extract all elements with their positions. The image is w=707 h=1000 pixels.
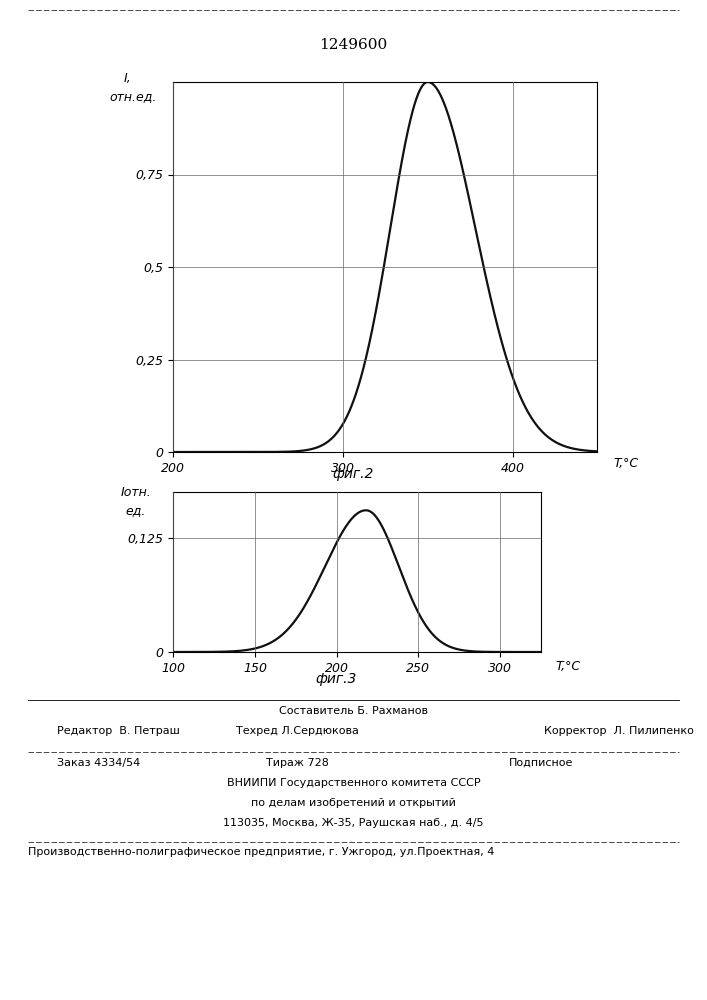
Text: Заказ 4334/54: Заказ 4334/54 (57, 758, 140, 768)
Text: 1249600: 1249600 (320, 38, 387, 52)
Text: Производственно-полиграфическое предприятие, г. Ужгород, ул.Проектная, 4: Производственно-полиграфическое предприя… (28, 847, 495, 857)
Text: отн.ед.: отн.ед. (110, 90, 157, 103)
Text: Редактор  В. Петраш: Редактор В. Петраш (57, 726, 180, 736)
Text: Составитель Б. Рахманов: Составитель Б. Рахманов (279, 706, 428, 716)
Text: 113035, Москва, Ж-35, Раушская наб., д. 4/5: 113035, Москва, Ж-35, Раушская наб., д. … (223, 818, 484, 828)
Text: фиг.3: фиг.3 (315, 672, 356, 686)
Text: T,°C: T,°C (614, 457, 639, 470)
Text: ВНИИПИ Государственного комитета СССР: ВНИИПИ Государственного комитета СССР (227, 778, 480, 788)
Text: T,°C: T,°C (556, 660, 581, 673)
Text: Тираж 728: Тираж 728 (266, 758, 328, 768)
Text: фиг.2: фиг.2 (333, 467, 374, 481)
Text: ед.: ед. (126, 504, 146, 517)
Text: Iотн.: Iотн. (120, 486, 151, 499)
Text: Техред Л.Сердюкова: Техред Л.Сердюкова (235, 726, 358, 736)
Text: по делам изобретений и открытий: по делам изобретений и открытий (251, 798, 456, 808)
Text: I,: I, (124, 72, 132, 85)
Text: Подписное: Подписное (509, 758, 573, 768)
Text: Корректор  Л. Пилипенко: Корректор Л. Пилипенко (544, 726, 694, 736)
